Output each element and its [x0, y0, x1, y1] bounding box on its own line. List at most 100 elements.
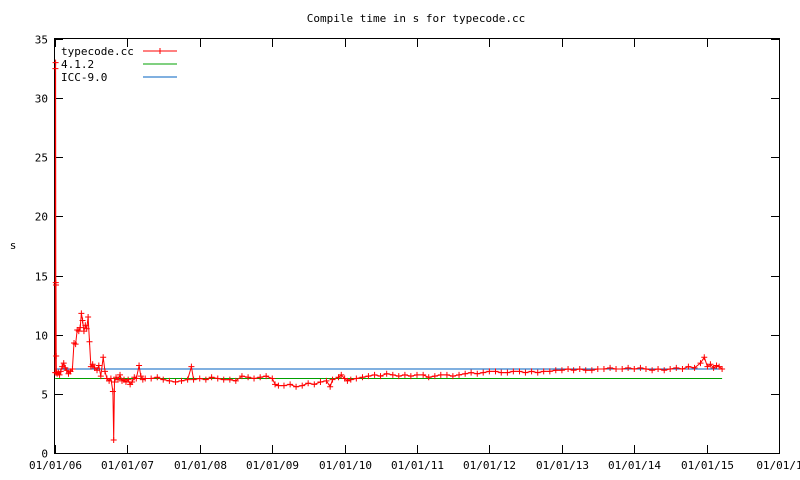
- data-point: [588, 367, 595, 374]
- data-point: [607, 364, 614, 371]
- data-point: [125, 376, 132, 383]
- data-point: [582, 367, 589, 374]
- data-point: [631, 366, 638, 373]
- data-point: [401, 371, 408, 378]
- data-point: [53, 353, 60, 360]
- data-point: [160, 376, 167, 383]
- y-tick-label: 5: [41, 389, 48, 402]
- x-tick-label: 01/01/12: [463, 459, 516, 472]
- data-point: [456, 371, 463, 378]
- x-tick-label: 01/01/10: [319, 459, 372, 472]
- data-point: [251, 375, 258, 382]
- data-point: [59, 363, 66, 370]
- data-point: [238, 373, 245, 380]
- data-point: [637, 364, 644, 371]
- data-point: [85, 313, 92, 320]
- data-point: [359, 374, 366, 381]
- data-point: [344, 377, 351, 384]
- data-point: [395, 373, 402, 380]
- data-point: [275, 382, 282, 389]
- series-line-typecode: [54, 62, 723, 441]
- data-point: [365, 373, 372, 380]
- data-point: [107, 375, 114, 382]
- data-point: [97, 373, 104, 380]
- data-point: [117, 371, 124, 378]
- data-point: [649, 367, 656, 374]
- data-point: [323, 377, 330, 384]
- plot-frame: [54, 38, 780, 454]
- data-point: [57, 368, 64, 375]
- data-point: [272, 381, 279, 388]
- data-point: [226, 376, 233, 383]
- data-point: [101, 368, 108, 375]
- data-point: [327, 383, 334, 390]
- x-tick-label: 01/01/15: [681, 459, 734, 472]
- data-point: [679, 366, 686, 373]
- data-point: [558, 367, 565, 374]
- data-point: [311, 381, 318, 388]
- data-point: [63, 367, 70, 374]
- data-point: [245, 374, 252, 381]
- y-tick-label: 10: [35, 330, 48, 343]
- series-layer: [52, 59, 726, 443]
- data-point: [570, 367, 577, 374]
- data-point: [202, 376, 209, 383]
- y-tick-label: 15: [35, 271, 48, 284]
- data-point: [498, 369, 505, 376]
- data-point: [214, 375, 221, 382]
- data-point: [287, 381, 294, 388]
- data-point: [462, 370, 469, 377]
- data-point: [293, 383, 300, 390]
- data-point: [100, 354, 107, 361]
- data-point: [305, 380, 312, 387]
- data-point: [79, 317, 86, 324]
- y-axis: 0 5 10 15 20 25 30 35: [35, 34, 779, 461]
- data-point: [414, 371, 420, 378]
- data-point: [178, 377, 185, 384]
- data-point: [407, 373, 414, 380]
- data-point: [190, 376, 197, 383]
- data-point: [86, 338, 93, 345]
- data-point: [95, 362, 102, 369]
- data-point: [546, 368, 553, 375]
- data-point: [77, 324, 84, 331]
- data-point: [52, 59, 59, 66]
- data-point: [528, 368, 535, 375]
- data-point: [208, 374, 215, 381]
- data-point: [56, 371, 63, 378]
- data-point: [188, 363, 195, 370]
- data-point: [269, 375, 276, 382]
- data-point: [707, 361, 714, 368]
- data-point: [353, 375, 360, 382]
- data-point: [317, 379, 324, 386]
- data-point: [565, 366, 572, 373]
- data-point: [619, 366, 626, 373]
- data-point: [329, 376, 336, 383]
- y-tick-label: 25: [35, 152, 48, 165]
- y-tick-label: 0: [41, 448, 48, 461]
- legend-label: ICC-9.0: [61, 71, 107, 84]
- x-tick-label: 01/01/07: [101, 459, 154, 472]
- data-point: [109, 388, 116, 395]
- data-point: [480, 369, 487, 376]
- data-point: [420, 371, 427, 378]
- y-tick-label: 20: [35, 211, 48, 224]
- x-tick-label: 01/01/06: [29, 459, 82, 472]
- data-point: [389, 371, 396, 378]
- data-point: [377, 373, 384, 380]
- data-point: [78, 310, 85, 317]
- data-point: [719, 366, 726, 373]
- data-point: [431, 373, 438, 380]
- data-point: [154, 374, 161, 381]
- y-axis-label: s: [10, 239, 17, 252]
- data-point: [625, 364, 632, 371]
- data-point: [449, 373, 456, 380]
- data-point: [94, 367, 101, 374]
- data-point: [142, 375, 149, 382]
- data-point: [516, 368, 523, 375]
- data-point: [166, 377, 173, 384]
- data-point: [492, 368, 499, 375]
- chart-title: Compile time in s for typecode.cc: [307, 12, 526, 25]
- data-point: [263, 373, 270, 380]
- data-point: [172, 379, 179, 386]
